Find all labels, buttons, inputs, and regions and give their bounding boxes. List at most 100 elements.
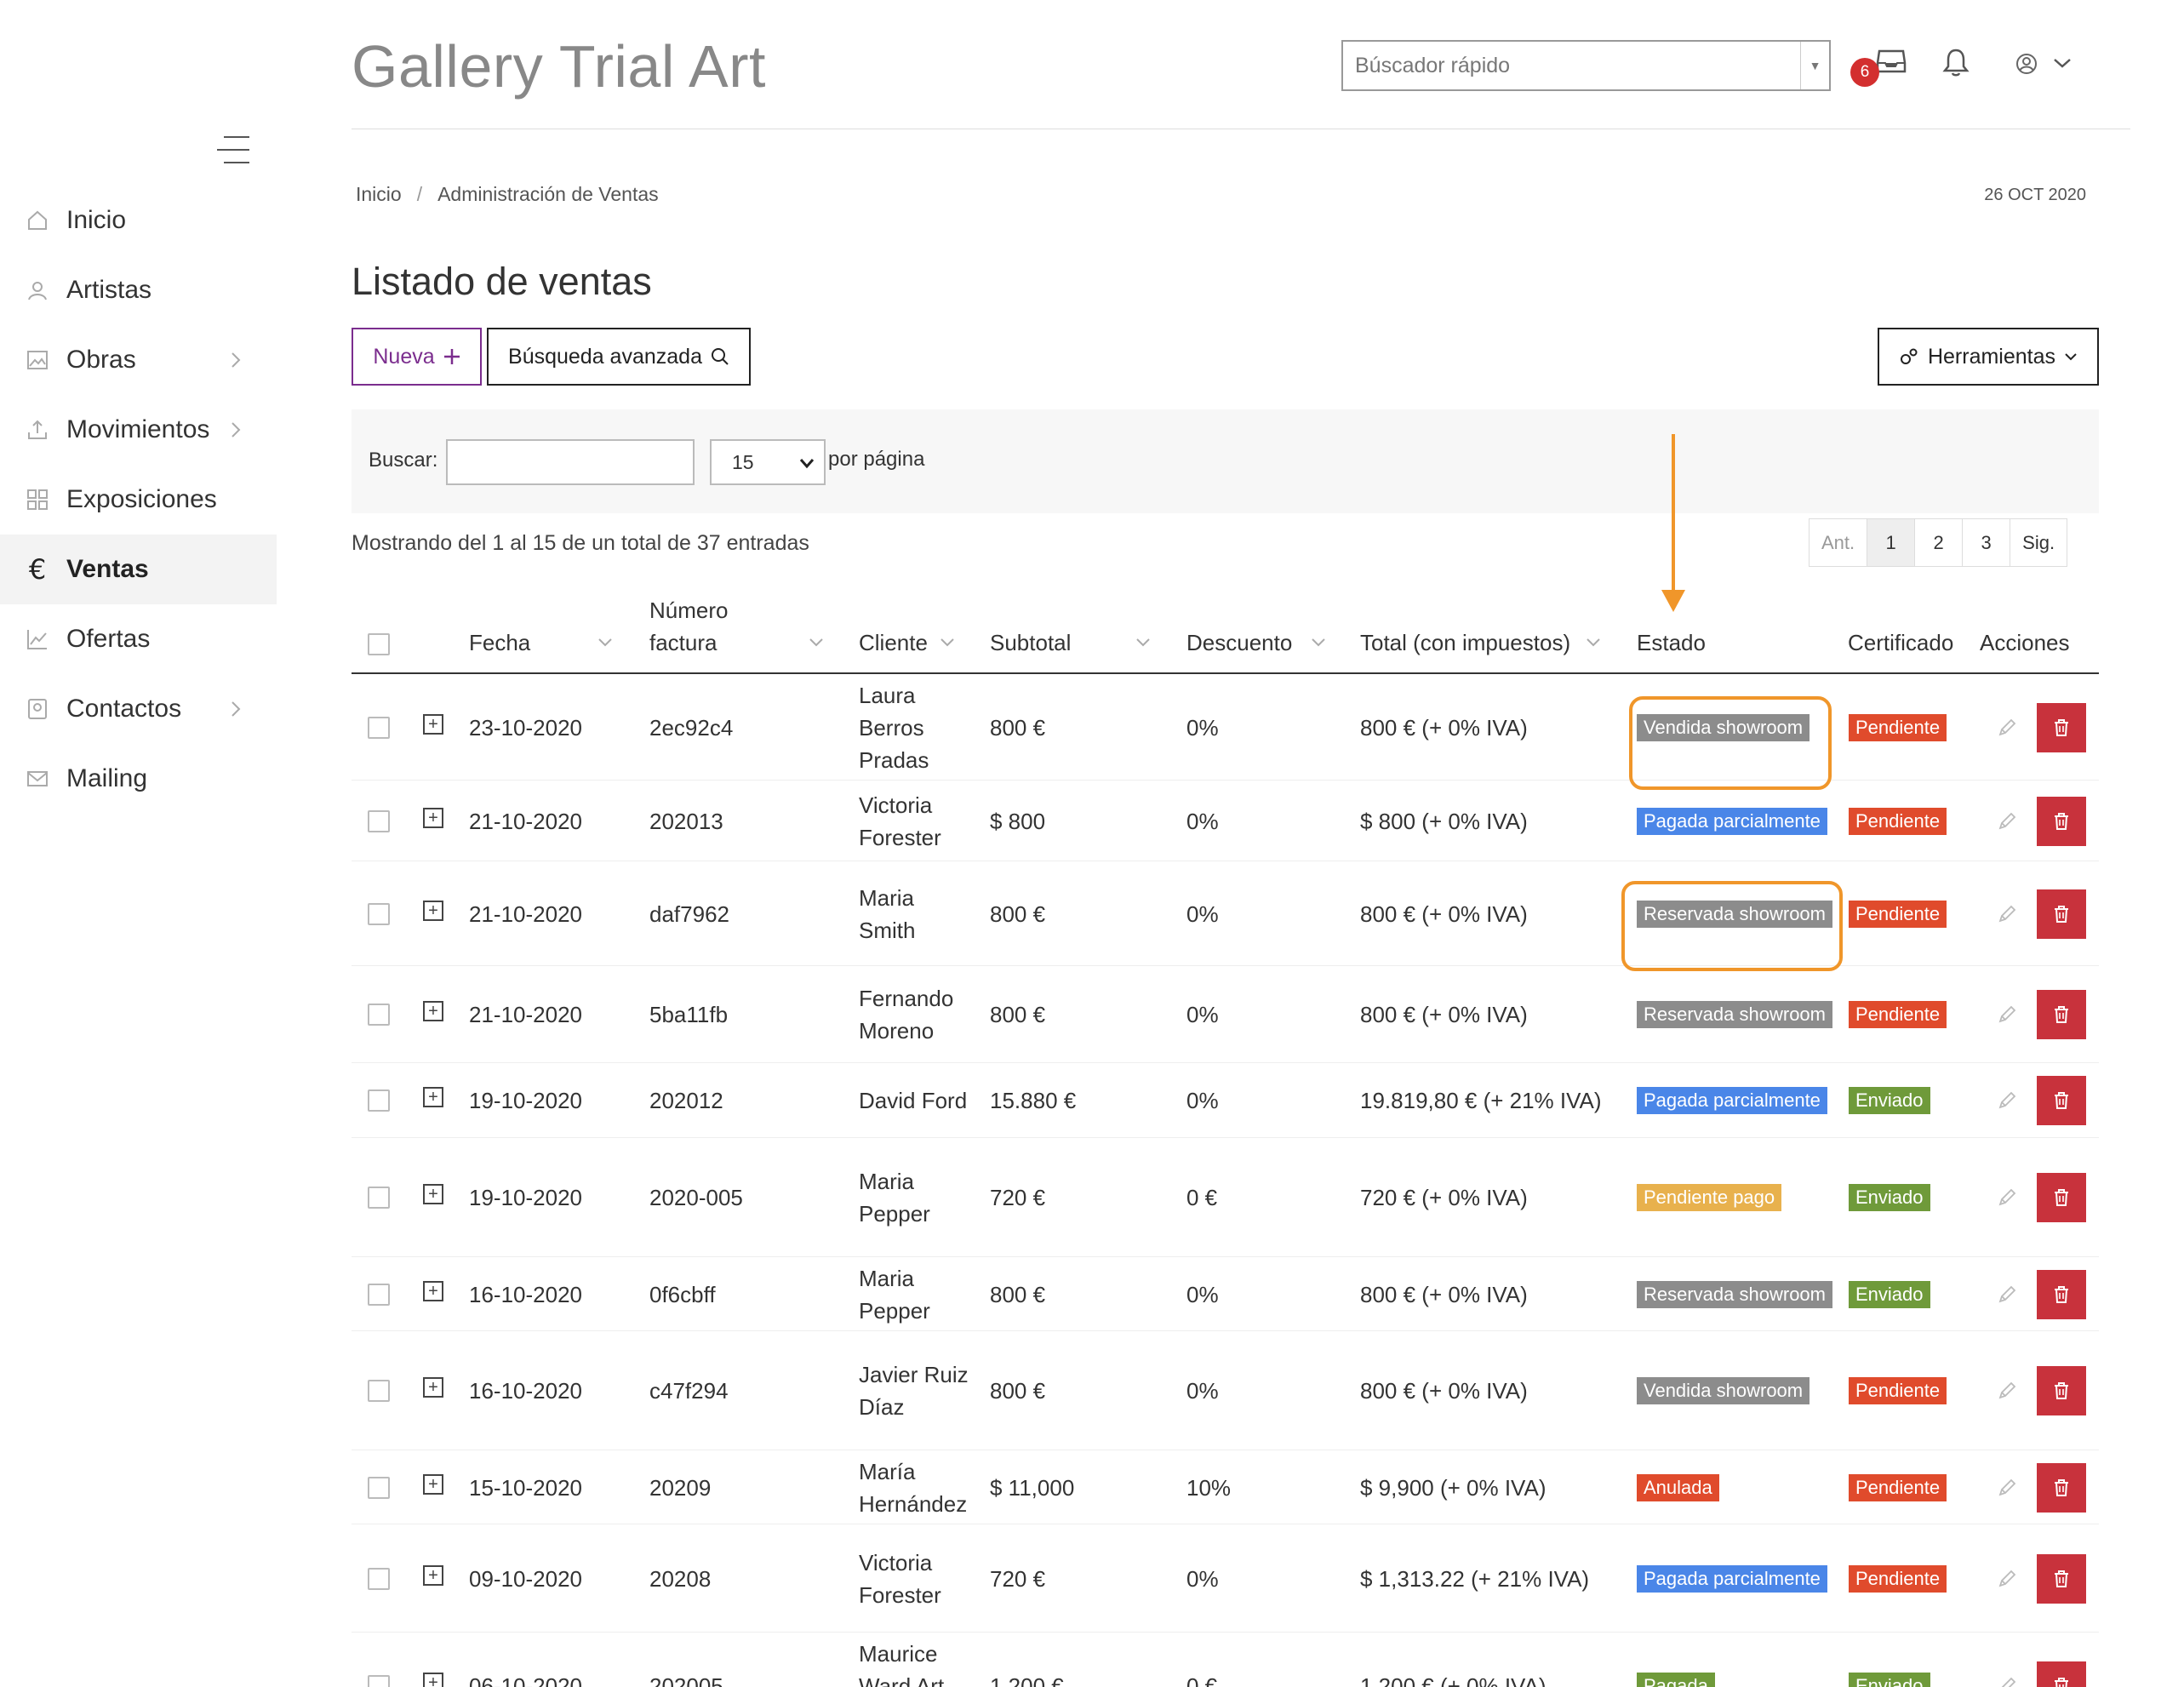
edit-pencil-icon[interactable] (1997, 1569, 2017, 1589)
sidebar-item-inicio[interactable]: Inicio (0, 186, 277, 255)
row-checkbox[interactable] (368, 1004, 390, 1026)
table-row[interactable]: +21-10-2020 202013 Victoria Forester $ 800 0%… (352, 781, 2099, 861)
delete-button[interactable] (2037, 1269, 2086, 1319)
sidebar-item-obras[interactable]: Obras (0, 325, 277, 395)
column-header-total[interactable]: Total (con impuestos) (1360, 630, 1571, 655)
tools-button[interactable]: Herramientas (1878, 328, 2099, 386)
table-row[interactable]: +19-10-2020 202012 David Ford 15.880 € 0% 19.… (352, 1063, 2099, 1138)
row-checkbox[interactable] (368, 1674, 390, 1687)
expand-row-icon[interactable]: + (423, 900, 443, 921)
breadcrumb-home[interactable]: Inicio (356, 183, 402, 205)
expand-row-icon[interactable]: + (423, 1473, 443, 1495)
row-checkbox[interactable] (368, 1283, 390, 1306)
menu-toggle-icon[interactable] (217, 134, 249, 165)
expand-row-icon[interactable]: + (423, 1377, 443, 1398)
edit-pencil-icon[interactable] (1997, 1381, 2017, 1401)
sidebar-item-contactos[interactable]: Contactos (0, 674, 277, 744)
user-account-icon[interactable] (2015, 53, 2038, 75)
column-header-numero-factura[interactable]: Número factura (649, 598, 729, 655)
chevron-down-icon[interactable] (2051, 53, 2073, 73)
delete-button[interactable] (2037, 796, 2086, 846)
expand-row-icon[interactable]: + (423, 713, 443, 735)
table-search-input[interactable] (446, 439, 695, 485)
select-all-checkbox[interactable] (368, 633, 390, 655)
row-checkbox[interactable] (368, 1089, 390, 1112)
pagination-page[interactable]: 3 (1963, 519, 2011, 566)
edit-pencil-icon[interactable] (1997, 811, 2017, 832)
sort-icon[interactable] (1587, 638, 1600, 647)
chevron-right-icon[interactable] (229, 349, 243, 371)
expand-row-icon[interactable]: + (423, 1087, 443, 1107)
pagination-next[interactable]: Sig. (2022, 531, 2055, 553)
row-checkbox[interactable] (368, 1380, 390, 1402)
sidebar-item-artistas[interactable]: Artistas (0, 255, 277, 325)
row-checkbox[interactable] (368, 1187, 390, 1209)
quick-search[interactable]: ▼ (1341, 40, 1831, 91)
table-row[interactable]: +15-10-2020 20209 María Hernández $ 11,000 10… (352, 1450, 2099, 1524)
delete-button[interactable] (2037, 1661, 2086, 1687)
per-page-select[interactable]: 15 (710, 439, 826, 485)
pagination-prev[interactable]: Ant. (1810, 519, 1868, 566)
table-row[interactable]: +16-10-2020 c47f294 Javier Ruiz Díaz 800 € 0%… (352, 1331, 2099, 1450)
table-row[interactable]: +16-10-2020 0f6cbff Maria Pepper 800 € 0% 800 … (352, 1257, 2099, 1331)
edit-pencil-icon[interactable] (1997, 1187, 2017, 1208)
delete-button[interactable] (2037, 1462, 2086, 1513)
table-row[interactable]: +09-10-2020 20208 Victoria Forester 720 € 0% $… (352, 1524, 2099, 1633)
table-row[interactable]: +23-10-2020 2ec92c4 Laura Berros Pradas 800 €… (352, 674, 2099, 781)
row-checkbox[interactable] (368, 902, 390, 925)
table-row[interactable]: +21-10-2020 5ba11fb Fernando Moreno 800 € 0% 8… (352, 966, 2099, 1063)
column-header-fecha[interactable]: Fecha (469, 630, 531, 655)
expand-row-icon[interactable]: + (423, 807, 443, 828)
expand-row-icon[interactable]: + (423, 1672, 443, 1687)
expand-row-icon[interactable]: + (423, 1280, 443, 1301)
pagination-page[interactable]: 2 (1915, 519, 1964, 566)
row-checkbox[interactable] (368, 809, 390, 832)
row-checkbox[interactable] (368, 716, 390, 739)
column-header-subtotal[interactable]: Subtotal (990, 630, 1072, 655)
row-checkbox[interactable] (368, 1567, 390, 1590)
expand-row-icon[interactable]: + (423, 1564, 443, 1586)
sort-icon[interactable] (598, 638, 612, 647)
quick-search-input[interactable] (1343, 42, 1800, 89)
edit-pencil-icon[interactable] (1997, 1284, 2017, 1305)
new-sale-button[interactable]: Nueva (352, 328, 482, 386)
edit-pencil-icon[interactable] (1997, 718, 2017, 738)
sort-icon[interactable] (1136, 638, 1150, 647)
chevron-right-icon[interactable] (229, 698, 243, 720)
bell-icon[interactable] (1942, 48, 1970, 78)
delete-button[interactable] (2037, 889, 2086, 939)
delete-button[interactable] (2037, 1173, 2086, 1222)
edit-pencil-icon[interactable] (1997, 904, 2017, 924)
edit-pencil-icon[interactable] (1997, 1478, 2017, 1498)
table-row[interactable]: +21-10-2020 daf7962 Maria Smith 800 € 0% 800 €… (352, 861, 2099, 966)
sort-icon[interactable] (1312, 638, 1325, 647)
delete-button[interactable] (2037, 990, 2086, 1039)
chevron-right-icon[interactable] (229, 419, 243, 441)
sidebar-item-movimientos[interactable]: Movimientos (0, 395, 277, 465)
pagination-page[interactable]: 1 (1867, 519, 1916, 566)
sort-icon[interactable] (940, 638, 954, 647)
advanced-search-button[interactable]: Búsqueda avanzada (487, 328, 751, 386)
expand-row-icon[interactable]: + (423, 1001, 443, 1021)
delete-button[interactable] (2037, 1366, 2086, 1415)
quick-search-dropdown-icon[interactable]: ▼ (1800, 42, 1829, 89)
edit-pencil-icon[interactable] (1997, 1090, 2017, 1111)
delete-button[interactable] (2037, 702, 2086, 752)
sidebar-item-exposiciones[interactable]: Exposiciones (0, 465, 277, 535)
edit-pencil-icon[interactable] (1997, 1676, 2017, 1687)
table-row[interactable]: +19-10-2020 2020-005 Maria Pepper 720 € 0 € 72… (352, 1138, 2099, 1257)
sidebar-item-mailing[interactable]: Mailing (0, 744, 277, 814)
sort-icon[interactable] (809, 638, 823, 647)
row-checkbox[interactable] (368, 1476, 390, 1499)
edit-pencil-icon[interactable] (1997, 1004, 2017, 1025)
column-header-cliente[interactable]: Cliente (859, 630, 928, 655)
delete-button[interactable] (2037, 1076, 2086, 1125)
inbox-icon[interactable] (1876, 48, 1907, 75)
delete-button[interactable] (2037, 1553, 2086, 1604)
column-header-descuento[interactable]: Descuento (1186, 630, 1293, 655)
expand-row-icon[interactable]: + (423, 1184, 443, 1204)
column-header-estado[interactable]: Estado (1637, 630, 1706, 655)
sidebar-item-ventas[interactable]: € Ventas (0, 535, 277, 604)
sidebar-item-ofertas[interactable]: Ofertas (0, 604, 277, 674)
